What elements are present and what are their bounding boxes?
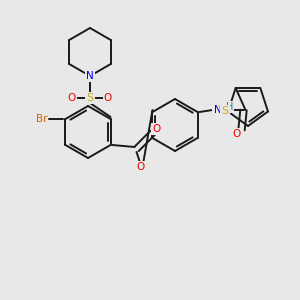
Text: N: N (86, 71, 94, 81)
Text: Br: Br (36, 114, 47, 124)
Text: O: O (152, 124, 160, 134)
Text: O: O (136, 162, 145, 172)
Text: O: O (68, 93, 76, 103)
Text: H: H (226, 102, 233, 112)
Text: S: S (221, 106, 229, 116)
Text: O: O (104, 93, 112, 103)
Text: N: N (214, 105, 221, 115)
Text: S: S (86, 93, 94, 103)
Text: O: O (232, 129, 241, 139)
